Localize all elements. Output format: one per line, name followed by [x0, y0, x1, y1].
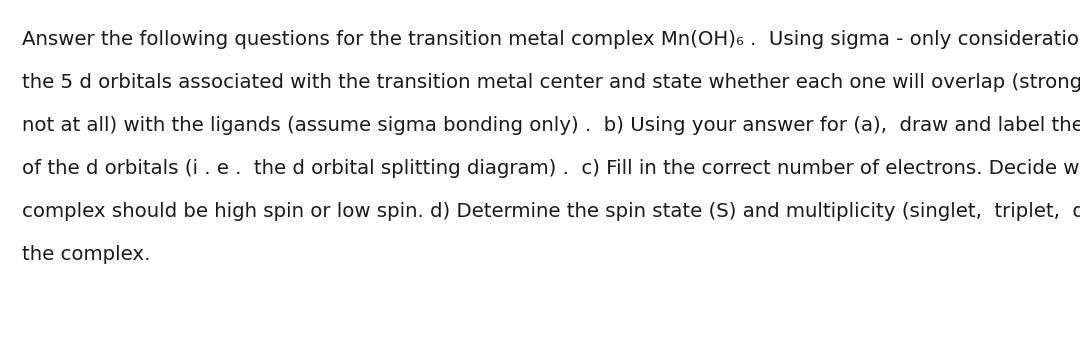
- Text: the 5 d orbitals associated with the transition metal center and state whether e: the 5 d orbitals associated with the tra…: [22, 73, 1080, 92]
- Text: of the d orbitals (i . e .  the d orbital splitting diagram) .  c) Fill in the c: of the d orbitals (i . e . the d orbital…: [22, 159, 1080, 178]
- Text: Answer the following questions for the transition metal complex Mn(OH)₆ .  Using: Answer the following questions for the t…: [22, 30, 1080, 49]
- Text: complex should be high spin or low spin. d) Determine the spin state (S) and mul: complex should be high spin or low spin.…: [22, 202, 1080, 221]
- Text: not at all) with the ligands (assume sigma bonding only) .  b) Using your answer: not at all) with the ligands (assume sig…: [22, 116, 1080, 135]
- Text: the complex.: the complex.: [22, 245, 150, 264]
